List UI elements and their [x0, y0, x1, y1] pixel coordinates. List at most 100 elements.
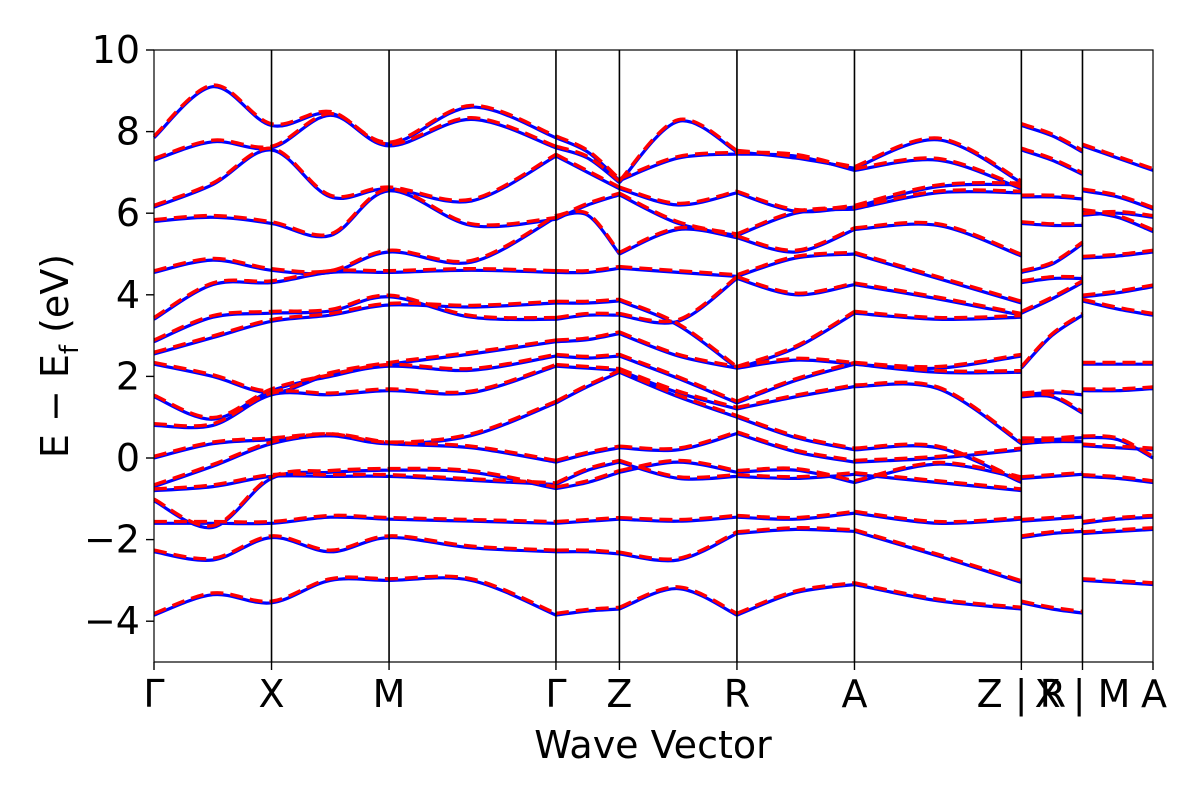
x-tick-label: X	[259, 672, 285, 716]
band-line-dashed	[736, 466, 855, 483]
y-axis-ticks: −4 −2 0 2 4 6 8 10	[84, 28, 154, 643]
band-line-dashed	[154, 513, 557, 524]
kpoint-vlines	[270, 50, 1084, 662]
band-line-dashed	[1020, 240, 1084, 273]
band-line-dashed	[736, 189, 855, 212]
band-line-solid	[1020, 123, 1084, 154]
band-line-dashed	[854, 309, 1022, 320]
band-line-solid	[618, 299, 738, 370]
band-line-dashed	[1082, 385, 1154, 391]
band-line-dashed	[153, 111, 557, 161]
band-line-dashed	[1020, 312, 1084, 368]
band-line-dashed	[153, 534, 557, 561]
band-line-dashed	[618, 585, 738, 615]
band-line-dashed	[1021, 389, 1083, 395]
band-line-solid	[555, 211, 621, 256]
band-line-solid	[736, 582, 855, 617]
band-line-dashed	[736, 383, 855, 410]
band-line-solid	[1020, 148, 1084, 176]
y-axis-label-unit: (eV)	[33, 254, 77, 345]
band-line-dashed	[854, 446, 1022, 463]
band-line-solid	[555, 550, 620, 556]
band-line-dashed	[555, 264, 620, 273]
y-tick-label: 4	[116, 273, 140, 317]
band-line-solid	[1021, 394, 1084, 415]
band-line-dashed	[1020, 122, 1084, 152]
band-line-dashed	[153, 293, 557, 342]
band-line-dashed	[736, 356, 855, 369]
band-line-dashed	[153, 352, 557, 420]
band-line-dashed	[1021, 528, 1083, 538]
band-line-solid	[619, 532, 738, 563]
band-line-dashed	[854, 281, 1022, 316]
band-line-dashed	[736, 275, 855, 295]
band-line-dashed	[1082, 434, 1154, 458]
band-line-dashed	[1021, 513, 1083, 522]
y-tick-label: −4	[84, 599, 140, 643]
band-line-dashed	[1082, 577, 1154, 585]
band-line-dashed	[1021, 438, 1083, 444]
band-line-dashed	[1021, 220, 1083, 226]
y-tick-label: 6	[116, 191, 140, 235]
band-line-dashed	[555, 311, 620, 320]
band-line-dashed	[854, 471, 1022, 491]
band-line-solid	[854, 222, 1022, 258]
band-line-dashed	[619, 264, 738, 277]
band-line-dashed	[152, 83, 557, 144]
band-line-dashed	[1021, 434, 1083, 440]
band-line-dashed	[619, 513, 738, 522]
band-line-solid	[619, 277, 738, 325]
band-line-dashed	[555, 515, 620, 524]
band-line-dashed	[736, 581, 855, 615]
band-line-dashed	[1021, 599, 1083, 614]
x-tick-label: Z	[606, 672, 632, 716]
band-line-dashed	[854, 156, 1022, 189]
band-line-dashed	[736, 471, 855, 479]
band-line-dashed	[1020, 146, 1084, 175]
band-line-dashed	[153, 214, 557, 274]
y-tick-label: 0	[116, 436, 140, 480]
band-line-solid	[555, 370, 621, 405]
band-line-dashed	[736, 430, 855, 463]
band-line-solid	[153, 148, 557, 209]
band-line-dashed	[153, 362, 557, 428]
band-line-dashed	[1021, 193, 1083, 199]
band-line-dashed	[618, 330, 738, 369]
band-line-dashed	[153, 574, 557, 616]
band-line-dashed	[619, 458, 738, 473]
band-line-solid	[555, 446, 620, 464]
band-line-dashed	[854, 442, 1023, 483]
band-line-dashed	[618, 369, 738, 418]
band-line-solid	[153, 576, 557, 617]
band-line-dashed	[1081, 142, 1154, 171]
y-tick-label: 8	[116, 110, 140, 154]
band-line-dashed	[854, 181, 1022, 208]
band-line-dashed	[736, 310, 856, 369]
band-line-dashed	[736, 360, 855, 403]
band-line-dashed	[1021, 274, 1083, 283]
band-line-dashed	[555, 330, 620, 342]
band-line-dashed	[1082, 283, 1154, 297]
band-line-dashed	[619, 430, 738, 451]
band-line-solid	[1082, 189, 1154, 211]
plot-frame	[153, 49, 1154, 663]
band-line-solid	[1020, 313, 1084, 370]
band-line-dashed	[555, 362, 620, 371]
band-line-solid	[153, 301, 557, 356]
band-line-dashed	[618, 297, 738, 368]
band-line-dashed	[1082, 209, 1154, 218]
band-line-dashed	[854, 509, 1022, 524]
band-line-dashed	[853, 136, 1023, 183]
band-line-solid	[152, 85, 557, 146]
band-line-dashed	[1021, 471, 1083, 479]
band-line-dashed	[555, 468, 620, 489]
x-tick-label: Γ	[143, 672, 164, 716]
x-tick-label: M	[373, 672, 406, 716]
band-line-dashed	[153, 187, 557, 237]
x-tick-label: A	[841, 672, 867, 716]
band-line-dashed	[555, 191, 620, 220]
band-line-dashed	[555, 458, 620, 485]
band-line-dashed	[555, 144, 621, 183]
y-axis-label: E − Ef (eV)	[33, 254, 85, 458]
